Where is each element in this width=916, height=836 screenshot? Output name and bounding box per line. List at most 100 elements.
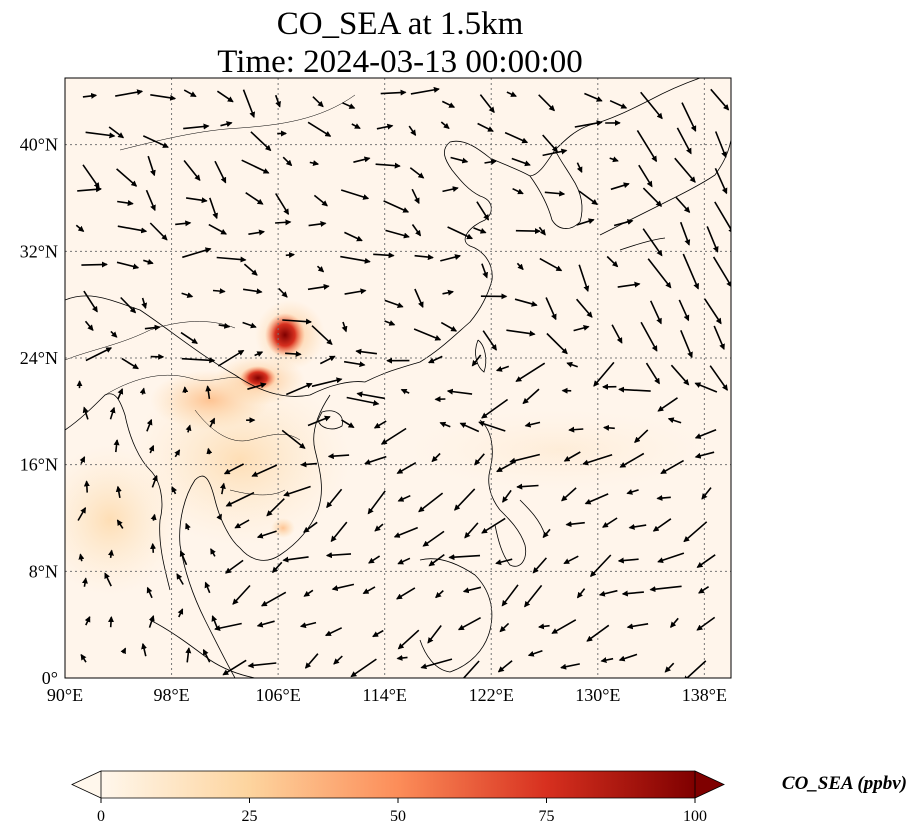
wind-vector-arrow [458,660,480,678]
wind-vector-arrow [150,513,157,521]
wind-vector-arrow [474,453,485,466]
wind-vector-arrow [216,90,234,103]
wind-vector-arrow [299,621,317,629]
x-tick-label: 122°E [469,685,514,705]
wind-vector-arrow [440,121,450,130]
wind-vector-arrow [145,189,156,212]
wind-vector-arrow [522,388,540,405]
wind-vector-arrow [81,261,108,268]
wind-vector-arrow [681,102,697,132]
wind-vector-arrow [501,584,519,607]
wind-vector-arrow [340,189,370,200]
wind-vector-arrow [115,89,144,97]
wind-vector-arrow [551,619,577,634]
wind-vector-arrow [384,299,404,308]
wind-vector-arrow [575,298,593,318]
wind-vector-arrow [618,386,651,393]
wind-vector-arrow [319,355,336,365]
wind-vector-arrow [120,647,127,655]
wind-vector-arrow [447,226,474,240]
wind-vector-arrow [397,629,420,650]
wind-vector-arrow [275,219,292,226]
wind-vector-arrow [181,357,216,364]
wind-vector-arrow [212,288,226,295]
wind-vector-arrow [250,131,272,152]
wind-vector-arrow [584,493,609,505]
wind-vector-arrow [609,156,619,163]
wind-vector-arrow [545,297,557,321]
wind-vector-arrow [590,554,612,578]
wind-vector-arrow [109,406,116,420]
wind-vector-arrow [113,439,120,453]
wind-vector-arrow [462,586,482,594]
wind-vector-arrow [565,521,585,528]
wind-vector-arrow [185,424,192,433]
wind-vector-arrow [606,255,619,268]
wind-vector-arrow [304,653,319,669]
wind-vector-arrow [617,281,641,288]
wind-vector-arrow [457,616,481,631]
wind-vector-arrow [442,186,459,193]
wind-vector-arrow [373,252,395,259]
wind-vector-arrow [77,507,87,521]
wind-vector-arrow [396,462,417,474]
wind-vector-arrow [593,361,615,387]
wind-vector-arrow [628,523,647,530]
wind-vector-arrow [506,329,536,337]
colorbar-label: CO_SEA (ppbv) [782,773,907,794]
wind-vector-arrow [573,324,590,332]
wind-vector-arrow [232,584,251,605]
wind-vector-arrow [512,187,524,195]
wind-vector-arrow [148,444,155,454]
wind-vector-arrow [524,584,543,608]
wind-vector-arrow [117,388,124,400]
gridlines [65,78,731,678]
wind-vector-arrow [307,121,332,137]
wind-vector-arrow [120,296,137,314]
wind-vector-arrow [563,555,579,565]
wind-vector-arrow [439,421,451,428]
wind-vector-arrow [380,427,407,445]
wind-vector-arrow [667,417,682,424]
wind-vector-arrow [180,331,198,344]
wind-vector-arrow [206,447,213,455]
wind-vector-arrow [714,167,728,195]
wind-vector-arrow [353,156,371,163]
wind-vector-arrow [303,521,318,533]
wind-vector-arrow [331,583,355,592]
wind-vector-arrow [248,229,265,236]
wind-vector-arrow [435,590,444,599]
wind-vector-arrow [78,553,85,562]
wind-vector-arrow [214,160,227,184]
wind-vector-arrow [174,449,181,458]
wind-vector-arrow [568,426,584,433]
wind-vector-arrow [676,127,692,155]
wind-vector-arrow [647,258,672,289]
wind-vector-arrow [260,591,287,607]
wind-vector-arrow [150,94,177,101]
wind-vector-arrow [341,321,348,333]
wind-vector-arrow [454,488,476,511]
wind-vector-arrow [397,494,411,502]
coastline-borneo [419,558,493,673]
wind-vector-arrow [303,589,314,597]
wind-vector-arrow [385,229,410,239]
wind-vector-arrow [242,288,263,295]
wind-vector-arrow [309,160,320,167]
wind-vector-arrow [146,586,153,599]
wind-vector-arrow [701,487,712,500]
wind-vector-arrow [107,549,114,559]
wind-vector-arrow [374,523,384,532]
wind-vector-arrow [224,559,244,574]
wind-vector-arrow [256,530,277,539]
wind-vector-arrow [621,590,644,597]
wind-vector-arrow [183,89,197,98]
wind-vector-arrow [75,224,85,232]
y-tick-label: 8°N [29,561,58,581]
wind-vector-arrow [216,256,247,263]
wind-vector-arrow [282,556,309,563]
wind-vector-arrow [283,485,311,497]
wind-vector-arrow [115,485,122,499]
wind-vector-arrow [285,350,302,357]
wind-vector-arrow [440,254,461,262]
